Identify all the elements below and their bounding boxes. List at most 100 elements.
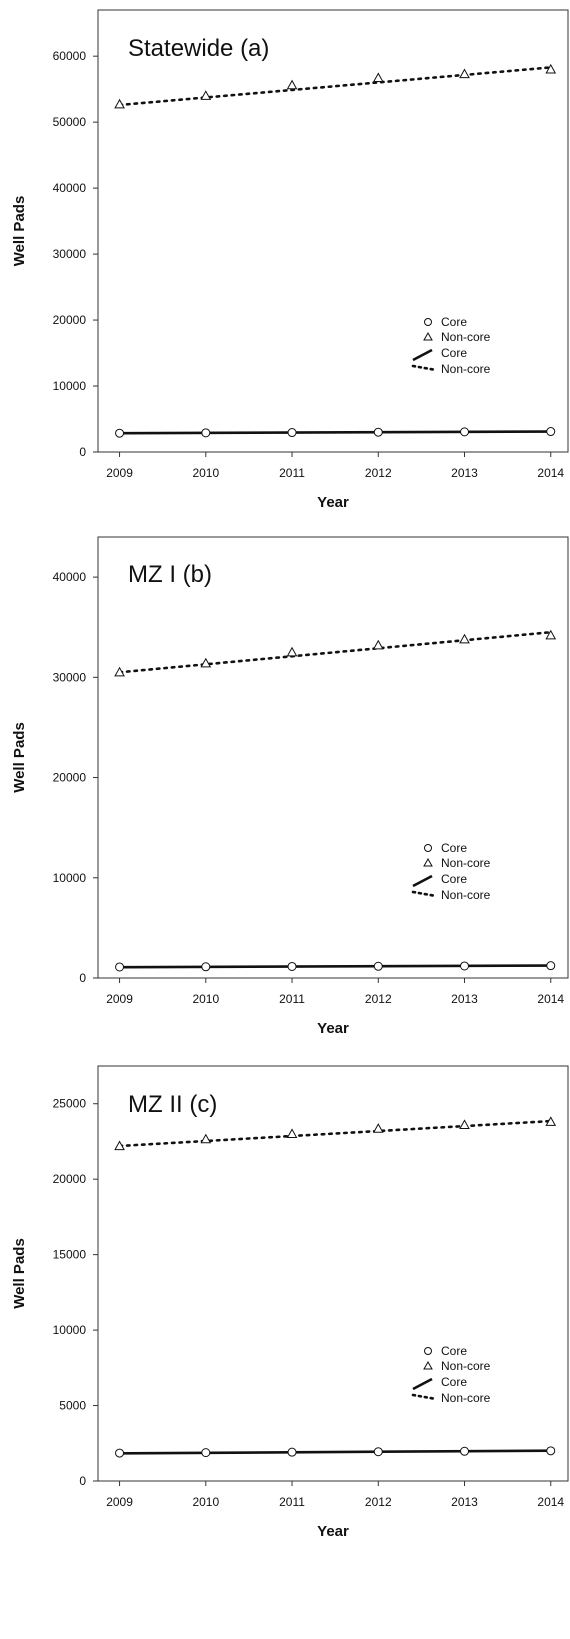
non-core-point [459,1119,470,1129]
x-tick-label: 2014 [537,1495,564,1509]
panel-title: MZ II (c) [128,1091,217,1118]
x-tick-label: 2012 [365,992,392,1006]
x-tick-label: 2009 [106,1495,133,1509]
core-point [287,1447,297,1457]
y-tick-label: 15000 [53,1248,87,1262]
core-point [460,961,470,971]
core-point [201,962,211,972]
core-point [460,427,470,437]
legend-core-line-icon [412,348,433,362]
non-core-point [114,1140,125,1151]
x-tick-label: 2013 [451,992,478,1006]
x-tick-label: 2010 [192,992,219,1006]
non-core-point [200,657,212,668]
legend-label: Core [441,1375,467,1389]
panel-title: MZ I (b) [128,561,212,588]
y-tick-label: 0 [79,1474,86,1488]
core-point [373,1447,383,1457]
core-point [287,961,297,971]
legend-label: Core [441,841,467,855]
y-axis-title: Well Pads [11,196,28,267]
legend-label: Non-core [441,330,491,344]
legend-non-core-point-icon [423,857,433,867]
legend-label: Core [441,1344,467,1358]
non-core-point [286,1128,298,1139]
legend-label: Core [441,346,467,360]
y-tick-label: 60000 [53,49,87,63]
legend-label: Non-core [441,1391,491,1405]
core-point [546,961,556,971]
x-tick-label: 2014 [537,992,564,1006]
trend-line-non-core [118,66,553,107]
trend-line-core [119,430,551,435]
non-core-point [372,72,384,83]
x-axis-title: Year [317,1523,349,1540]
non-core-point [114,666,125,677]
legend-label: Non-core [441,856,491,870]
trend-line-core [119,1449,551,1455]
chart-panel-1: Statewide (a) 0 10000 20000 30000 40000 50000 6… [11,9,569,511]
y-tick-label: 25000 [53,1097,87,1111]
non-core-point [114,98,125,109]
x-tick-label: 2010 [192,1495,219,1509]
core-point [546,427,556,437]
x-tick-label: 2011 [279,992,305,1006]
core-point [115,1448,125,1458]
legend-non-core-line-icon [411,890,438,898]
x-tick-label: 2013 [451,466,478,480]
y-tick-label: 0 [79,971,86,985]
legend-core-point-icon [424,844,432,852]
core-point [373,961,383,971]
non-core-point [545,63,557,74]
legend-label: Core [441,315,467,329]
core-point [115,428,125,438]
core-point [201,428,211,438]
x-tick-label: 2012 [365,1495,392,1509]
x-tick-label: 2013 [451,1495,478,1509]
panel-title: Statewide (a) [128,35,269,62]
chart-panel-2: MZ I (b) 0 10000 20000 30000 40000 2009 2010 201… [11,536,569,1037]
trend-line-non-core [118,630,553,674]
non-core-point [372,639,384,650]
legend-label: Non-core [441,1359,491,1373]
y-tick-label: 30000 [53,670,87,684]
y-axis-title: Well Pads [11,1238,28,1309]
legend-non-core-point-icon [423,1360,433,1370]
x-tick-label: 2012 [365,466,392,480]
core-point [115,962,125,972]
y-tick-label: 20000 [53,771,87,785]
y-tick-label: 20000 [53,313,87,327]
non-core-point [372,1123,384,1133]
chart-panel-3: MZ II (c) 0 5000 10000 15000 20000 25000 2009 20… [11,1065,569,1540]
core-point [546,1446,556,1456]
non-core-point [545,629,557,640]
legend-core-point-icon [424,1347,432,1355]
y-tick-label: 5000 [59,1399,86,1413]
legend-non-core-point-icon [423,331,433,341]
core-point [373,427,383,437]
y-axis-title: Well Pads [11,722,28,793]
y-tick-label: 10000 [53,871,87,885]
y-tick-label: 20000 [53,1172,87,1186]
x-tick-label: 2011 [279,1495,305,1509]
plot-frame [97,9,569,453]
non-core-point [200,1133,212,1144]
x-axis-title: Year [317,494,349,511]
trend-line-non-core [118,1119,553,1148]
legend-core-point-icon [424,318,432,326]
x-tick-label: 2010 [192,466,219,480]
x-tick-label: 2009 [106,992,133,1006]
non-core-point [545,1116,557,1126]
non-core-point [459,633,470,644]
x-tick-label: 2011 [279,466,305,480]
non-core-point [286,79,298,90]
legend-non-core-line-icon [411,1393,438,1401]
core-point [460,1446,470,1456]
x-axis-title: Year [317,1020,349,1037]
x-tick-label: 2009 [106,466,133,480]
legend-label: Core [441,872,467,886]
